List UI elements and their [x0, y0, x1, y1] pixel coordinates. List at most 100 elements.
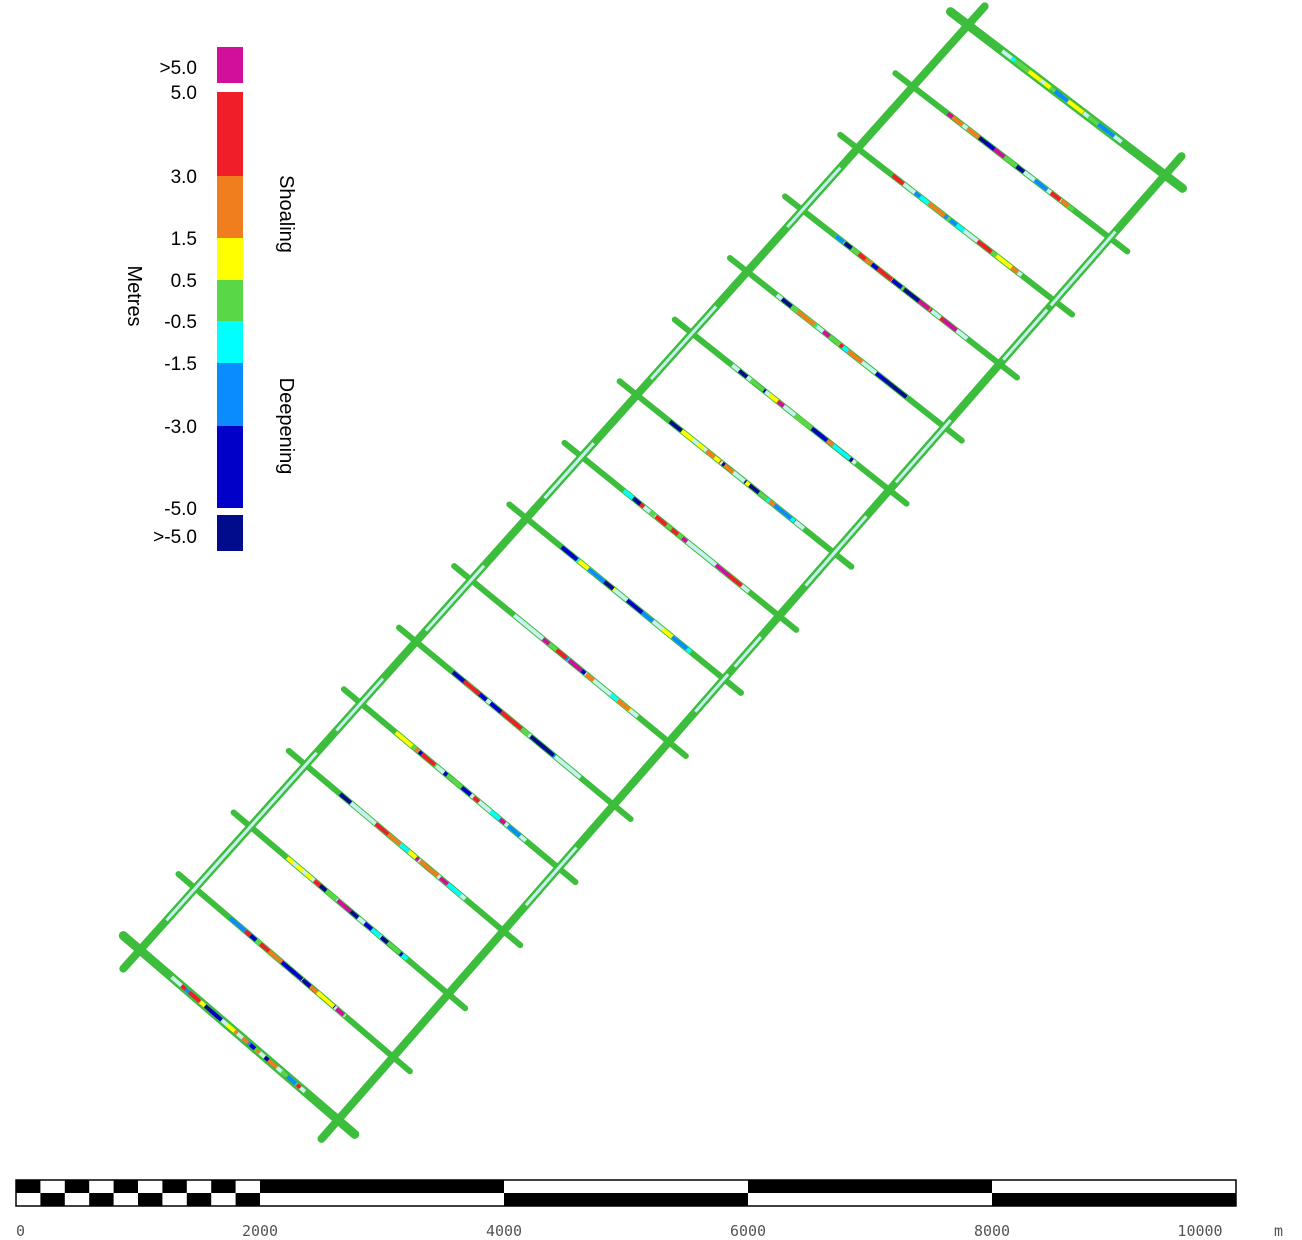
- difference-patch: [874, 371, 888, 384]
- scale-bar-tick-label: 2000: [242, 1222, 278, 1240]
- difference-patch: [705, 449, 716, 459]
- difference-patch: [966, 126, 981, 140]
- difference-patch: [890, 278, 903, 290]
- difference-patch: [616, 698, 631, 712]
- difference-patch: [727, 573, 743, 588]
- difference-patch: [1048, 86, 1057, 93]
- scale-bar-segment: [89, 1193, 114, 1206]
- difference-patch: [640, 610, 655, 623]
- difference-patch: [1027, 69, 1043, 83]
- difference-patch: [1033, 178, 1049, 192]
- difference-patch: [609, 692, 619, 702]
- scale-bar: 0 2000 4000 6000 8000 10000 m: [15, 1179, 1283, 1240]
- difference-patch: [768, 393, 779, 403]
- tie-line-overlap: [733, 635, 762, 668]
- difference-patch: [876, 267, 895, 283]
- difference-patch: [1043, 81, 1052, 90]
- legend-tick-label: 5.0: [171, 83, 197, 104]
- difference-patch: [520, 727, 531, 737]
- difference-patch: [995, 254, 1013, 270]
- difference-patch: [891, 173, 905, 186]
- tie-line-overlap: [424, 564, 486, 632]
- legend-tick-label: 3.0: [171, 167, 197, 188]
- difference-patch: [884, 379, 897, 390]
- scale-bar-tick-label: 10000: [1177, 1222, 1222, 1240]
- difference-patch: [793, 413, 814, 431]
- difference-patch: [241, 1036, 250, 1045]
- legend-swatch: [217, 321, 243, 363]
- legend-tick-label: -5.0: [164, 499, 197, 520]
- difference-patch: [386, 941, 402, 955]
- difference-patch: [386, 832, 402, 847]
- difference-patch: [587, 567, 606, 584]
- difference-patch: [407, 850, 418, 860]
- difference-patch: [955, 223, 966, 233]
- tie-line-overlap: [335, 677, 385, 732]
- tie-line-overlap: [694, 673, 730, 713]
- legend-tick-label: -1.5: [164, 354, 197, 375]
- difference-patch: [870, 262, 880, 271]
- legend-swatch: [217, 92, 243, 176]
- difference-patch: [318, 884, 328, 893]
- difference-patch: [267, 1058, 279, 1070]
- difference-patch: [335, 1007, 345, 1017]
- difference-patch: [668, 419, 685, 435]
- legend-swatches: [217, 47, 243, 551]
- difference-patch: [776, 400, 785, 408]
- difference-patch: [1066, 99, 1085, 115]
- tie-line-overlap: [649, 305, 718, 381]
- legend-swatch: [217, 238, 243, 280]
- legend-tick-label: -0.5: [164, 312, 197, 333]
- difference-patch: [1087, 115, 1100, 126]
- scale-bar-tick-label: 6000: [730, 1222, 766, 1240]
- tie-line-overlap: [273, 751, 318, 801]
- difference-patch: [942, 318, 958, 332]
- scale-bar-segment: [748, 1180, 992, 1193]
- difference-patch: [316, 990, 336, 1008]
- scale-bar-segment: [16, 1180, 41, 1193]
- difference-patch: [584, 672, 593, 681]
- difference-patch: [918, 195, 930, 206]
- difference-patch: [737, 369, 749, 379]
- difference-patch: [489, 701, 503, 714]
- scale-bar-segment: [113, 1180, 138, 1193]
- difference-patch: [506, 824, 522, 838]
- scale-bar-segment: [162, 1180, 187, 1193]
- legend-deepening-label: Deepening: [275, 378, 297, 475]
- difference-patch: [285, 1074, 298, 1086]
- scale-bar-segment: [186, 1193, 212, 1206]
- difference-patch: [279, 960, 297, 976]
- difference-patch: [696, 442, 706, 451]
- difference-patch: [631, 496, 642, 506]
- legend-tick-label: 0.5: [171, 271, 197, 292]
- legend-swatch: [217, 280, 243, 321]
- difference-patch: [421, 862, 440, 878]
- difference-patch: [821, 329, 831, 338]
- difference-patch: [648, 510, 657, 518]
- difference-patch: [832, 443, 852, 461]
- difference-patch: [749, 378, 766, 392]
- difference-patch: [1059, 198, 1070, 208]
- tie-line-overlap: [804, 543, 843, 587]
- tie-line-overlap: [1081, 230, 1117, 271]
- difference-patch: [976, 239, 993, 254]
- difference-patch: [625, 598, 644, 615]
- difference-patch: [680, 429, 695, 442]
- difference-patch: [665, 523, 673, 531]
- scale-bar-segment: [992, 1193, 1236, 1206]
- difference-patch: [757, 491, 769, 501]
- difference-patch: [187, 990, 202, 1004]
- difference-patch: [780, 297, 794, 309]
- difference-patch: [370, 927, 382, 938]
- legend-swatch-top-overflow: [217, 47, 243, 83]
- difference-patch: [336, 898, 353, 914]
- scale-bar-segment: [64, 1180, 90, 1193]
- difference-patch: [902, 287, 921, 303]
- difference-patch: [338, 792, 353, 805]
- difference-patch: [773, 503, 793, 520]
- difference-patch: [489, 809, 502, 821]
- difference-patch: [304, 872, 314, 881]
- difference-patch: [394, 730, 414, 748]
- difference-patch: [374, 822, 391, 837]
- scale-bar-segment: [504, 1193, 748, 1206]
